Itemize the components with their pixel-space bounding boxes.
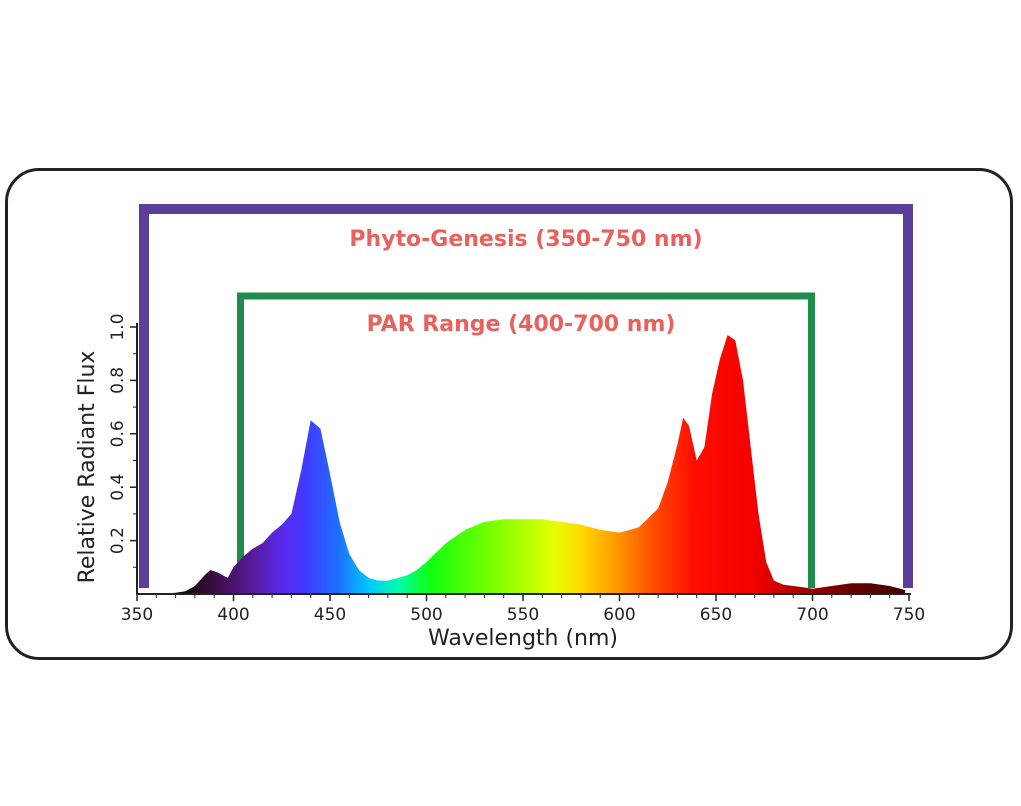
x-tick-label: 350 [121,605,153,625]
range-bracket-0 [139,204,913,588]
y-tick-label: 0.2 [108,527,128,554]
range-label-1: PAR Range (400-700 nm) [367,312,676,337]
x-tick-label: 650 [700,605,732,625]
range-label-0: Phyto-Genesis (350-750 nm) [349,227,702,252]
x-tick-label: 500 [410,605,442,625]
range-bracket-1 [237,292,815,588]
y-tick-label: 0.8 [108,367,128,394]
y-tick-label: 0.4 [108,474,128,501]
x-tick-label: 750 [893,605,925,625]
axes: 350 400 450 500 550 600 650 700 750 0.2 0.4 0.6 0.8 1… [108,313,925,625]
x-tick-label: 450 [314,605,346,625]
y-tick-label: 0.6 [108,420,128,447]
range-brackets: Phyto-Genesis (350-750 nm) PAR Range (400… [139,204,913,588]
x-tick-label: 400 [217,605,249,625]
x-tick-label: 550 [507,605,539,625]
x-tick-label: 700 [796,605,828,625]
y-axis-title: Relative Radiant Flux [75,351,100,584]
y-tick-label: 1.0 [108,313,128,340]
spectrum-area [137,335,906,594]
x-tick-label: 600 [603,605,635,625]
x-axis-title: Wavelength (nm) [428,626,618,651]
